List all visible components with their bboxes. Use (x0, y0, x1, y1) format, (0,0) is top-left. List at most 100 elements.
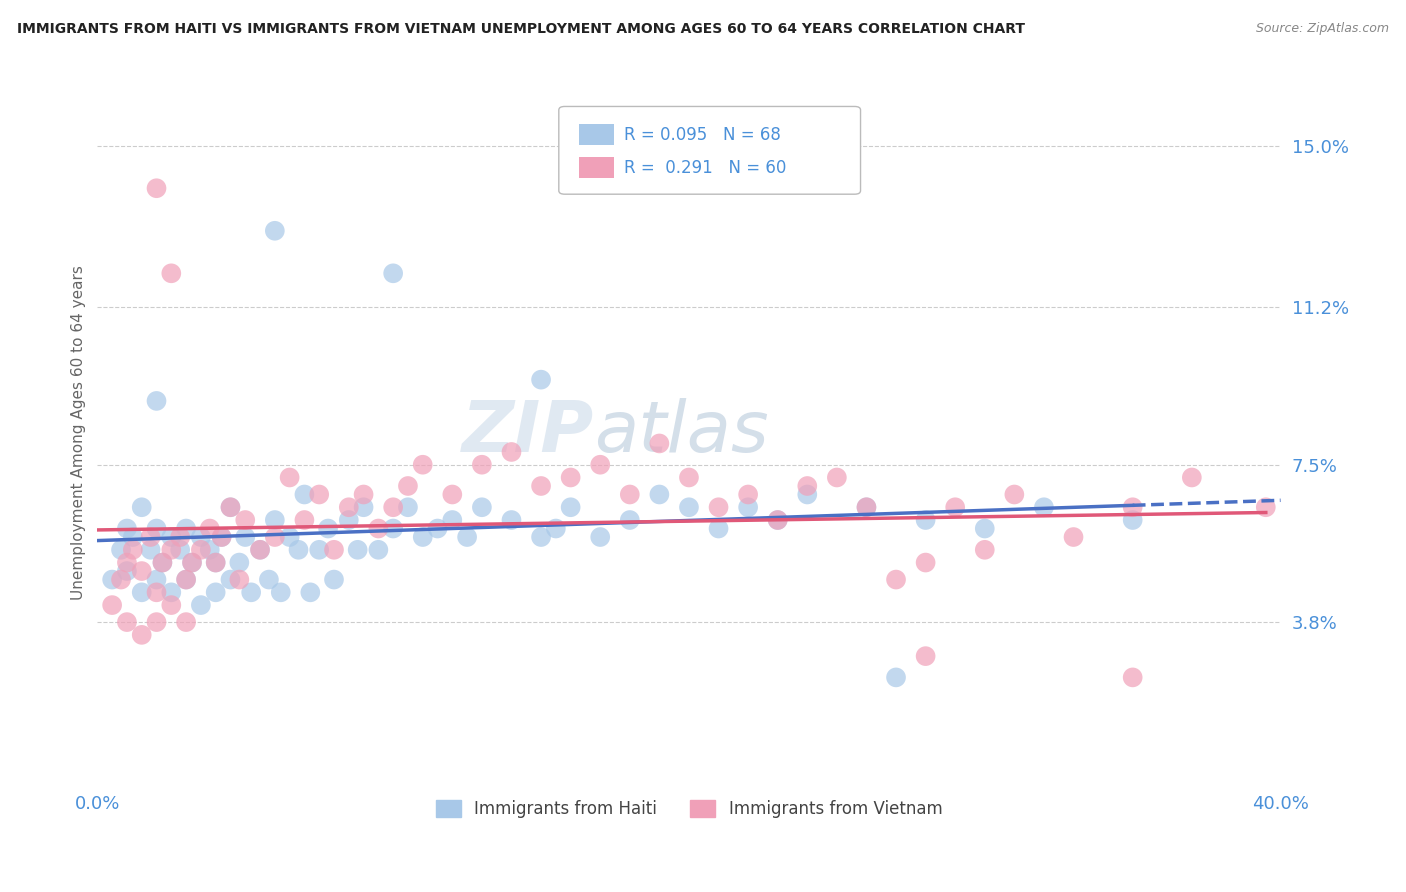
Point (796, 487, 818, 501)
Point (174, 522, 197, 536)
Point (367, 522, 389, 536)
Point (139, 542, 162, 557)
Text: R =  0.291   N = 60: R = 0.291 N = 60 (624, 159, 786, 177)
Point (101, 598, 124, 612)
Text: R = 0.095   N = 68: R = 0.095 N = 68 (624, 126, 780, 144)
Point (382, 522, 405, 536)
Point (855, 500, 877, 515)
Point (270, 585, 292, 599)
Point (382, 266, 405, 280)
Point (973, 522, 995, 536)
Point (308, 487, 330, 501)
Point (396, 479, 419, 493)
Point (973, 542, 995, 557)
Point (530, 479, 553, 493)
Point (160, 542, 183, 557)
Point (766, 513, 789, 527)
Point (181, 556, 204, 570)
Legend: Immigrants from Haiti, Immigrants from Vietnam: Immigrants from Haiti, Immigrants from V… (429, 793, 949, 824)
Point (323, 542, 346, 557)
Point (619, 487, 641, 501)
Point (914, 513, 936, 527)
Point (145, 181, 167, 195)
FancyBboxPatch shape (579, 157, 614, 178)
Point (346, 542, 368, 557)
Point (198, 542, 221, 557)
Point (412, 530, 434, 544)
Point (263, 513, 285, 527)
Point (678, 500, 700, 515)
Text: IMMIGRANTS FROM HAITI VS IMMIGRANTS FROM VIETNAM UNEMPLOYMENT AMONG AGES 60 TO 6: IMMIGRANTS FROM HAITI VS IMMIGRANTS FROM… (17, 22, 1025, 37)
Point (219, 573, 242, 587)
Point (914, 649, 936, 664)
Point (190, 598, 212, 612)
Point (884, 573, 907, 587)
Point (648, 487, 671, 501)
Point (110, 573, 132, 587)
Point (115, 522, 138, 536)
Point (796, 479, 818, 493)
Point (145, 393, 167, 408)
FancyBboxPatch shape (579, 124, 614, 145)
Point (249, 542, 271, 557)
Point (263, 530, 285, 544)
Point (190, 530, 212, 544)
Point (249, 542, 271, 557)
Point (299, 585, 322, 599)
Point (174, 573, 197, 587)
Point (169, 542, 191, 557)
Point (160, 598, 183, 612)
Point (707, 522, 730, 536)
Point (131, 500, 153, 515)
Point (1122, 513, 1144, 527)
Point (766, 513, 789, 527)
Point (1032, 500, 1054, 515)
Point (160, 530, 183, 544)
Point (219, 500, 242, 515)
Point (160, 266, 183, 280)
Point (198, 522, 221, 536)
Point (1181, 470, 1204, 484)
Point (544, 522, 567, 536)
Point (737, 487, 759, 501)
Point (110, 542, 132, 557)
Point (240, 585, 263, 599)
Point (190, 542, 212, 557)
Point (316, 522, 339, 536)
FancyBboxPatch shape (558, 106, 860, 194)
Point (471, 458, 494, 472)
Point (1063, 530, 1085, 544)
Point (115, 564, 138, 578)
Point (294, 487, 316, 501)
Point (211, 530, 233, 544)
Point (115, 615, 138, 629)
Point (737, 500, 759, 515)
Point (228, 573, 250, 587)
Point (825, 470, 848, 484)
Point (160, 585, 183, 599)
Point (145, 585, 167, 599)
Point (589, 458, 612, 472)
Point (257, 573, 280, 587)
Point (396, 500, 419, 515)
Point (152, 556, 174, 570)
Point (337, 500, 360, 515)
Point (145, 615, 167, 629)
Point (174, 615, 197, 629)
Point (501, 445, 523, 459)
Point (855, 500, 877, 515)
Point (619, 513, 641, 527)
Point (131, 564, 153, 578)
Point (181, 556, 204, 570)
Point (560, 500, 582, 515)
Point (560, 470, 582, 484)
Point (1122, 670, 1144, 684)
Point (233, 530, 256, 544)
Point (263, 224, 285, 238)
Point (707, 500, 730, 515)
Point (219, 500, 242, 515)
Point (441, 487, 464, 501)
Point (530, 373, 553, 387)
Point (152, 556, 174, 570)
Text: ZIP: ZIP (463, 399, 595, 467)
